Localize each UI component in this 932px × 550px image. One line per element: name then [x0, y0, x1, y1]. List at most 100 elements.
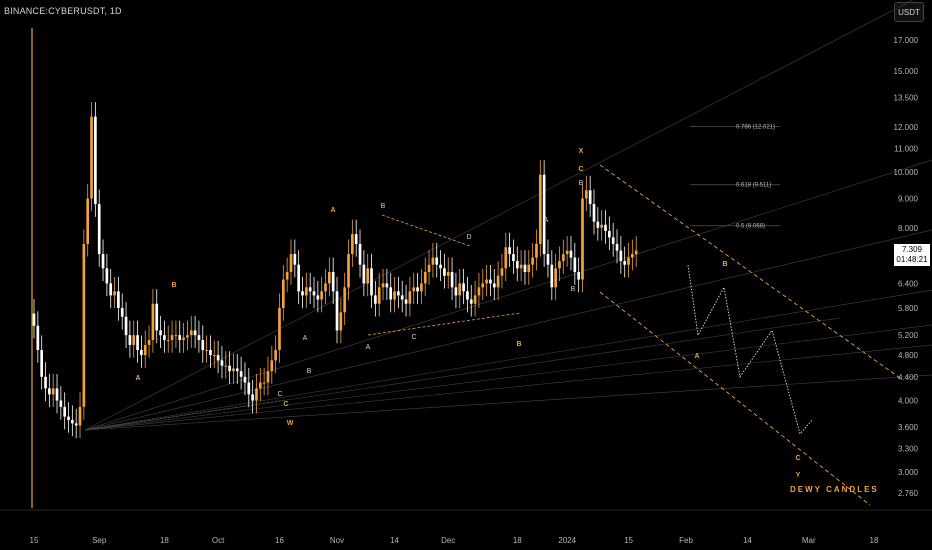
channel-lower — [599, 291, 871, 506]
candle-body — [374, 295, 377, 304]
candle-body — [400, 295, 404, 300]
price-axis[interactable]: 17.000 15.000 13.500 12.000 11.000 10.000 9.00… — [894, 36, 919, 498]
candle-body — [504, 247, 508, 269]
candle-body — [155, 303, 159, 331]
wave-label: B — [571, 286, 576, 293]
candle-body — [170, 335, 174, 341]
candle-body — [354, 234, 358, 244]
y-tick-label: 2.760 — [898, 489, 919, 498]
x-tick-label: Feb — [679, 536, 693, 545]
y-tick-label: 12.000 — [894, 123, 919, 132]
y-tick-label: 6.400 — [898, 279, 919, 288]
wave-label: D — [466, 234, 471, 241]
y-tick-label: 15.000 — [894, 67, 919, 76]
candle-body — [634, 250, 638, 255]
candle-body — [324, 283, 327, 292]
x-tick-label: Mar — [802, 536, 816, 545]
candle-body — [120, 307, 124, 317]
candle-body — [228, 365, 231, 372]
candle-body — [508, 247, 511, 255]
candle-body — [266, 371, 270, 383]
candle-body — [67, 416, 70, 420]
time-axis[interactable]: 15 Sep 18 Oct 16 Nov 14 Dec 18 2024 15 Feb 14 Mar 18 — [0, 509, 932, 545]
candle-body — [577, 272, 580, 280]
candle-body — [251, 394, 254, 401]
candle-body — [285, 272, 289, 280]
candle-body — [450, 272, 454, 288]
candle-body — [466, 291, 469, 300]
trend-line — [84, 289, 932, 431]
channel-upper — [599, 164, 901, 379]
candle-body — [312, 291, 316, 296]
fib-label: 0.5 (8.068) — [736, 224, 765, 230]
y-tick-label: 3.000 — [898, 468, 919, 477]
candle-body — [416, 287, 419, 292]
candle-body — [36, 325, 40, 350]
projection-path — [687, 264, 813, 435]
candle-body — [535, 243, 538, 258]
candle-body — [523, 264, 527, 273]
candle-body — [51, 388, 55, 395]
candle-body — [604, 224, 607, 231]
trend-line — [84, 159, 932, 431]
candle-body — [362, 264, 366, 284]
currency-button[interactable]: USDT — [894, 2, 924, 22]
bar-countdown: 01:48:21 — [896, 255, 928, 264]
y-tick-label: 17.000 — [894, 36, 919, 45]
x-tick-label: Dec — [441, 536, 455, 545]
fib-label: 0.786 (12.021) — [736, 124, 775, 130]
candle-body — [331, 272, 335, 292]
candle-body — [627, 257, 630, 265]
wave-label: C — [411, 334, 416, 341]
wave-label: B — [722, 261, 727, 268]
wave-label: B — [171, 282, 176, 289]
candle-body — [235, 368, 239, 372]
candle-body — [561, 254, 565, 262]
candle-body — [55, 388, 59, 401]
candle-body — [220, 360, 224, 366]
trend-line — [84, 344, 932, 431]
candle-body — [297, 264, 300, 292]
y-tick-label: 4.000 — [898, 397, 919, 406]
candle-body — [439, 264, 442, 269]
candle-body — [481, 283, 485, 288]
wave-label: C — [795, 455, 800, 462]
candle-body — [193, 330, 197, 336]
candle-body — [209, 349, 212, 356]
x-tick-label: 15 — [30, 536, 39, 545]
candle-body — [389, 287, 393, 300]
candle-body — [40, 349, 44, 377]
candle-body — [48, 388, 51, 395]
candle-body — [247, 382, 251, 395]
candle-body — [316, 295, 320, 300]
wave-label: C — [283, 401, 288, 408]
candle-body — [128, 335, 132, 345]
candle-body — [435, 257, 439, 265]
candle-body — [381, 283, 385, 288]
candle-body — [94, 116, 97, 205]
candle-body — [489, 279, 492, 284]
y-tick-label: 4.400 — [898, 373, 919, 382]
candle-body — [351, 234, 354, 255]
candle-body — [63, 406, 67, 417]
candle-body — [519, 264, 523, 269]
candle-body — [182, 337, 185, 341]
candle-body — [531, 257, 534, 265]
candle-body — [113, 291, 116, 296]
candle-body — [619, 250, 623, 262]
candle-body — [151, 303, 155, 341]
candle-body — [97, 204, 101, 255]
candle-body — [293, 254, 297, 265]
candle-body — [201, 340, 205, 350]
candle-body — [124, 316, 128, 336]
candle-body — [512, 254, 515, 262]
candle-body — [339, 312, 343, 331]
candle-body — [147, 340, 151, 345]
candle-body — [550, 264, 554, 288]
candle-body — [443, 268, 446, 276]
candle-body — [546, 254, 550, 265]
candle-body — [554, 268, 557, 288]
candle-body — [397, 291, 400, 296]
candle-body — [278, 307, 281, 350]
